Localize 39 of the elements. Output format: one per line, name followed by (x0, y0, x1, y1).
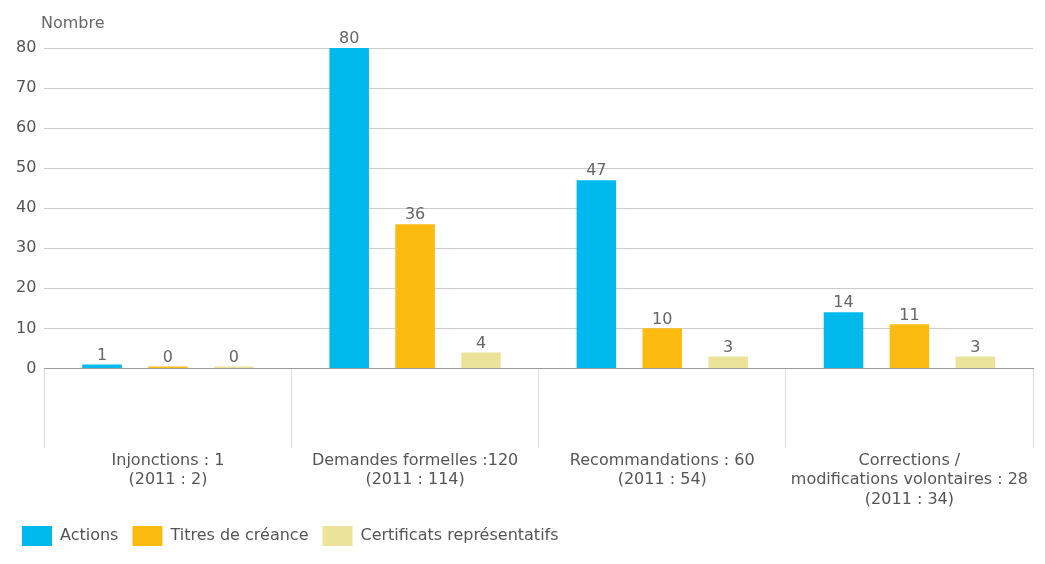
data-label: 4 (475, 332, 487, 352)
x-tick-label: Demandes formelles :120 (2011 : 114) (311, 450, 519, 489)
x-tick-label: Corrections / modifications volontaires : 28 (2011 : 34) (790, 450, 1029, 508)
data-label: 10 (652, 308, 673, 328)
data-label: 0 (162, 346, 174, 366)
y-tick-label: 30 (16, 237, 37, 257)
data-label: 14 (833, 292, 854, 312)
bar (823, 312, 864, 368)
y-tick-label: 40 (16, 197, 37, 217)
data-label: 3 (970, 336, 981, 356)
bar (329, 48, 369, 368)
data-label: 1 (96, 344, 108, 364)
y-axis-title: Nombre (41, 13, 105, 33)
bar (395, 224, 435, 368)
bar (955, 356, 996, 368)
y-tick-label: 10 (16, 317, 37, 337)
data-label: 47 (586, 160, 607, 180)
data-label: 3 (723, 336, 734, 356)
x-tick-label: Injonctions : 1 (2011 : 2) (111, 450, 225, 489)
data-label: 0 (228, 346, 239, 366)
y-tick-label: 70 (16, 77, 37, 97)
data-label: 80 (339, 28, 360, 48)
data-label: 11 (899, 304, 920, 324)
legend-label: Actions (60, 525, 119, 545)
bar (889, 324, 930, 368)
data-label: 36 (404, 204, 426, 224)
y-tick-label: 50 (16, 157, 37, 177)
bar (642, 328, 683, 368)
legend-label: Titres de créance (169, 525, 309, 545)
bar (82, 364, 122, 368)
legend-label: Certificats représentatifs (360, 525, 559, 545)
bar (708, 356, 748, 368)
bar (576, 180, 617, 368)
y-tick-label: 20 (16, 277, 37, 297)
y-tick-label: 80 (16, 37, 37, 57)
y-tick-label: 0 (26, 357, 37, 377)
x-tick-label: Recommandations : 60 (2011 : 54) (569, 450, 755, 489)
bar (461, 352, 501, 368)
y-tick-label: 60 (16, 117, 37, 137)
